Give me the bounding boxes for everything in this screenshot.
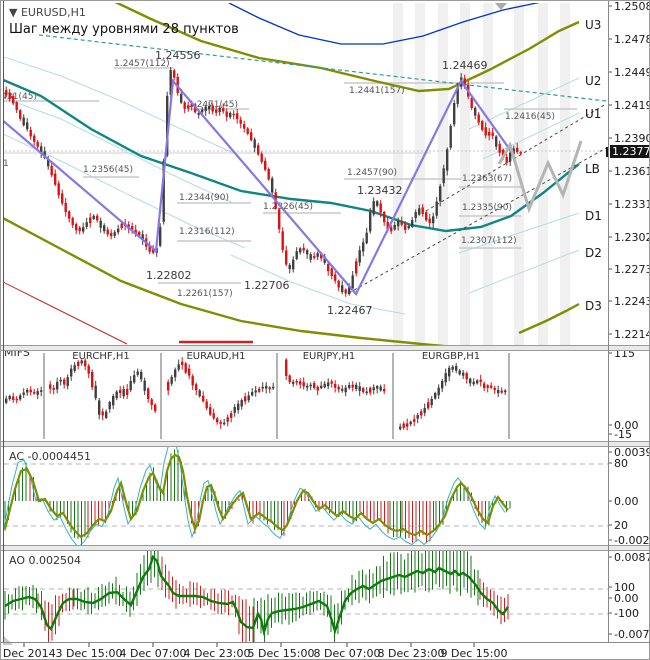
price-axis-label[interactable]: 1.22436 [614,295,650,308]
main-pane[interactable]: 1.2431(45)11.2457(112)1.2471(45)1.2441(1… [1,1,608,348]
time-axis-label[interactable]: 5 Dec 15:00 [248,647,315,660]
current-price-badge: 1.23778 [610,145,650,158]
mifs-axis-label[interactable]: -15 [614,428,632,441]
price-axis-border[interactable] [608,1,609,642]
time-axis-label[interactable]: 2 Dec 2014 [1,647,56,660]
fractal-level-label: 1.2344(90) [179,193,229,203]
fractal-level-label: 1.2416(45) [505,112,555,122]
subchart-candles [167,357,275,429]
high-marker-icon [495,3,507,10]
chart-note-label: Шаг между уровнями 28 пунктов [9,22,239,37]
fractal-level-label: 1.2316(112) [179,227,235,237]
price-axis-label[interactable]: 1.24786 [614,33,650,46]
ao-axis-label[interactable]: -0.007316 [614,628,650,641]
fractal-level-label: 1.2261(157) [177,289,233,299]
subchart-candles [49,358,157,421]
ao-axis-label[interactable]: 0.00 [614,592,639,605]
swing-price-label: 1.23432 [357,184,403,197]
chevron-down-icon[interactable]: ▼ [9,6,18,19]
pane-divider[interactable] [1,345,649,351]
subchart-candles [285,358,386,397]
ao-pane[interactable] [4,531,608,654]
ao-axis-label[interactable]: 0.008754 [614,551,650,564]
fractal-level-label: 1.2326(45) [263,202,313,212]
price-axis-label[interactable]: 1.25081 [614,1,650,13]
fractal-level-label: 1.2457(90) [347,168,397,178]
price-axis-label[interactable]: 1.22731 [614,263,650,276]
swing-price-label: 1.24556 [155,49,201,62]
ac-axis-label[interactable]: 0.00 [614,495,639,508]
fractal-level-label: 1.2441(157) [349,86,405,96]
session-stripe [393,3,403,345]
fractal-level-label: 1.2457(112) [114,59,170,69]
subchart-symbol-label: EURCHF,H1 [72,351,129,362]
fractal-level-label: 1.2307(112) [461,236,517,246]
ac-axis-label[interactable]: -0.00275 [614,534,650,547]
swing-price-label: 1.24469 [442,59,488,72]
subchart-symbol-label: EURGBP,H1 [422,351,480,362]
fractal-level-label: 1.2356(45) [83,165,133,175]
time-axis-label[interactable]: 8 Dec 23:00 [378,647,445,660]
time-axis-border[interactable] [1,642,649,643]
band-label-u1: U1 [585,107,601,121]
ac-axis-label[interactable]: 20 [614,519,628,532]
subchart-symbol-label: EURAUD,H1 [186,351,245,362]
ac-pane[interactable] [2,442,608,547]
ao-axis-label[interactable]: -100 [614,607,639,620]
symbol-period-label[interactable]: ▼ EURUSD,H1 [9,6,86,19]
swing-price-label: 1.22802 [146,269,192,282]
swing-price-label: 1.22706 [244,279,290,292]
band-label-d3: D3 [585,299,602,313]
fractal-level-label: 1 [3,159,9,169]
time-axis-label[interactable]: 3 Dec 15:00 [56,647,123,660]
pane-grip-icon [3,635,13,645]
session-stripe [415,3,425,345]
subchart-candles [5,386,43,405]
band-label-d2: D2 [585,246,602,260]
band-label-lb: LB [585,162,600,176]
band-label-u3: U3 [585,18,601,32]
mifs-axis-label[interactable]: 0.00 [614,419,639,432]
ao-axis-label[interactable]: 100 [614,581,635,594]
subchart-candles [399,363,507,431]
swing-price-label: 1.22467 [327,304,373,317]
time-axis-label[interactable]: 8 Dec 07:00 [314,647,381,660]
time-axis-label[interactable]: 4 Dec 23:00 [184,647,251,660]
session-stripe [460,3,470,345]
price-axis-label[interactable]: 1.23906 [614,132,650,145]
fractal-level-label: 1.2363(67) [462,174,512,184]
pane-divider[interactable] [1,441,649,447]
band-label-u2: U2 [585,74,601,88]
pane-left-border [3,1,4,642]
symbol-text: EURUSD,H1 [20,6,86,19]
ac-axis-label[interactable]: 0.003968 [614,446,650,459]
time-axis-label[interactable]: 9 Dec 15:00 [441,647,508,660]
ac-axis-label[interactable]: 80 [614,457,628,470]
price-axis-label[interactable]: 1.23611 [614,165,650,178]
band-label-d1: D1 [585,209,602,223]
subchart-symbol-label: EURJPY,H1 [303,351,356,362]
price-axis-label[interactable]: 1.23021 [614,231,650,244]
time-axis-label[interactable]: 4 Dec 07:00 [120,647,187,660]
price-axis-label[interactable]: 1.22141 [614,328,650,341]
price-axis-label[interactable]: 1.24196 [614,99,650,112]
price-axis-label[interactable]: 1.24491 [614,66,650,79]
pane-divider[interactable] [1,545,649,551]
fractal-level-label: 1.2335(90) [462,203,512,213]
fractal-level-label: 1.2431(45) [1,92,37,102]
mifs-pane[interactable]: EURCHF,H1 EURAUD,H1 EURJPY,H1 EURGBP,H1 [5,351,510,439]
price-axis-label[interactable]: 1.23316 [614,198,650,211]
